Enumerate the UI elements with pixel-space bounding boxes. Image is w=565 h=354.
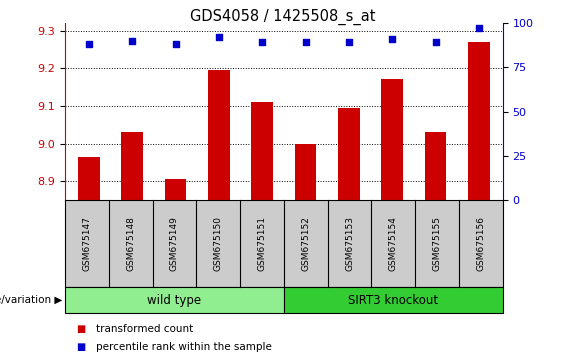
Text: GSM675148: GSM675148 — [126, 216, 135, 271]
Point — [258, 40, 267, 45]
Text: genotype/variation ▶: genotype/variation ▶ — [0, 295, 62, 305]
Bar — [425, 132, 446, 200]
Bar — [338, 108, 360, 200]
Text: GSM675152: GSM675152 — [301, 216, 310, 271]
Point — [345, 40, 354, 45]
Point — [214, 34, 223, 40]
Bar — [78, 157, 99, 200]
Text: ■: ■ — [76, 342, 85, 352]
Point — [301, 40, 310, 45]
Point — [431, 40, 440, 45]
Bar — [381, 80, 403, 200]
Text: GSM675149: GSM675149 — [170, 216, 179, 271]
Text: GSM675147: GSM675147 — [82, 216, 92, 271]
Bar — [468, 42, 490, 200]
Text: GSM675155: GSM675155 — [433, 216, 442, 271]
Bar — [208, 70, 230, 200]
Point — [84, 41, 93, 47]
Text: GSM675154: GSM675154 — [389, 216, 398, 271]
Point — [128, 38, 137, 44]
Bar — [164, 179, 186, 200]
Text: SIRT3 knockout: SIRT3 knockout — [348, 293, 438, 307]
Text: GSM675153: GSM675153 — [345, 216, 354, 271]
Point — [171, 41, 180, 47]
Bar — [121, 132, 143, 200]
Point — [388, 36, 397, 42]
Text: GSM675151: GSM675151 — [258, 216, 267, 271]
Text: ■: ■ — [76, 324, 85, 334]
Text: GSM675156: GSM675156 — [476, 216, 485, 271]
Text: wild type: wild type — [147, 293, 202, 307]
Bar — [295, 143, 316, 200]
Text: transformed count: transformed count — [96, 324, 193, 334]
Bar — [251, 102, 273, 200]
Text: GDS4058 / 1425508_s_at: GDS4058 / 1425508_s_at — [190, 9, 375, 25]
Text: percentile rank within the sample: percentile rank within the sample — [96, 342, 272, 352]
Point — [475, 25, 484, 31]
Text: GSM675150: GSM675150 — [214, 216, 223, 271]
